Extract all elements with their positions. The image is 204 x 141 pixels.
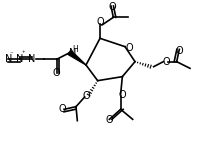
Text: O: O (162, 57, 169, 67)
Text: O: O (105, 115, 113, 125)
Text: N: N (16, 54, 24, 64)
Text: O: O (125, 43, 132, 53)
Text: O: O (108, 2, 115, 12)
Text: O: O (175, 46, 182, 56)
Text: N: N (69, 48, 76, 58)
Text: H: H (72, 45, 77, 54)
Text: N: N (5, 54, 12, 64)
Text: O: O (118, 90, 126, 100)
Text: N: N (28, 54, 35, 64)
Text: O: O (96, 17, 103, 27)
Text: ⁻: ⁻ (10, 51, 14, 57)
Text: O: O (58, 104, 65, 114)
Text: ⁺: ⁺ (21, 51, 25, 57)
Text: O: O (82, 91, 90, 101)
Text: O: O (53, 68, 60, 78)
Polygon shape (68, 50, 86, 65)
